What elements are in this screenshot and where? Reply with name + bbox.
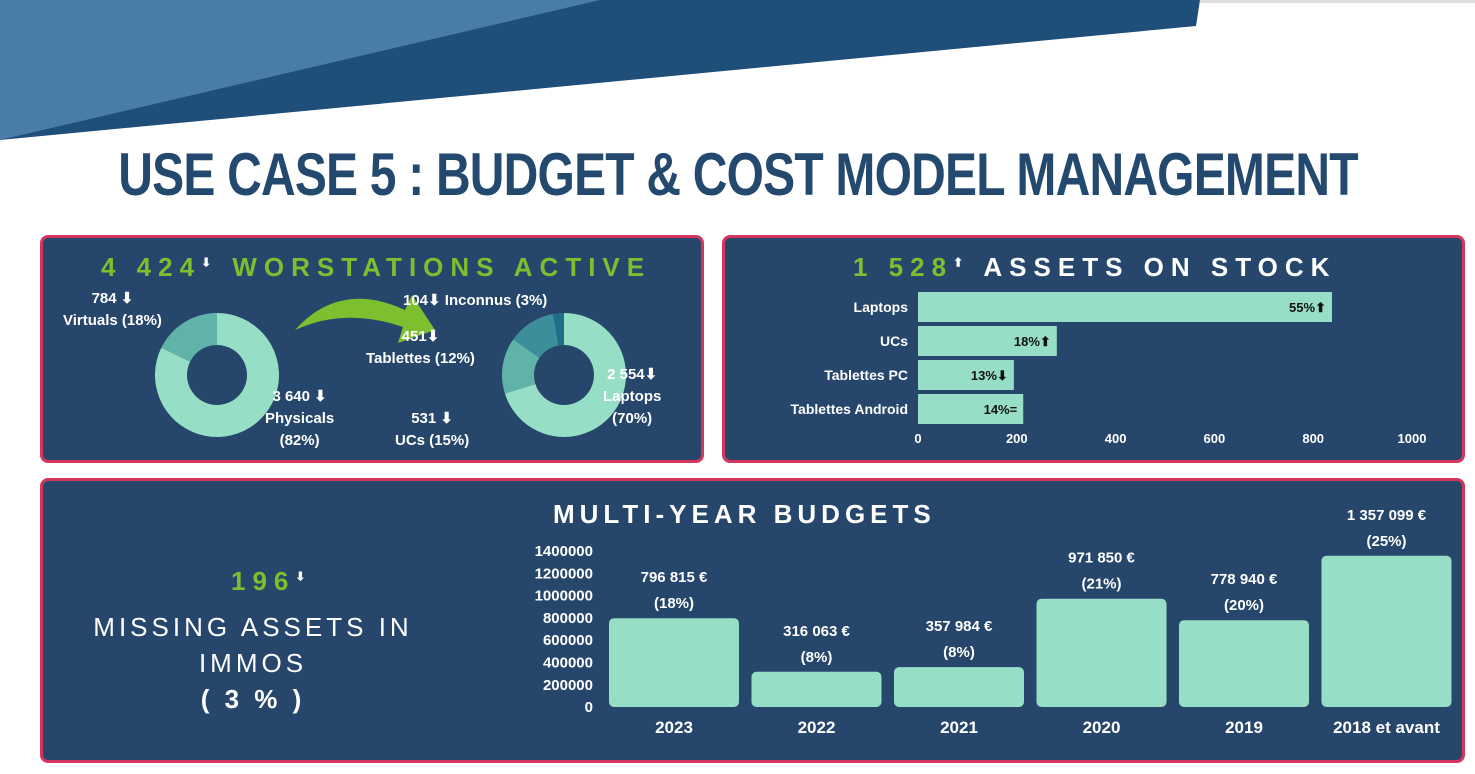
budget-value-label: 796 815 € [641,569,708,586]
y-tick-label: 1400000 [535,543,593,560]
donut-slice [161,313,217,362]
x-tick-label: 1000 [1398,431,1427,446]
x-tick-label: 0 [914,431,921,446]
missing-count: 196⬇ [231,566,313,596]
x-tick-label: 400 [1105,431,1127,446]
budget-value-label: 778 940 € [1211,571,1278,588]
budget-pct-label: (18%) [654,595,694,612]
budget-category-label: 2023 [655,718,693,737]
x-tick-label: 800 [1302,431,1324,446]
donut-slice [552,313,564,346]
y-tick-label: 1200000 [535,565,593,582]
stock-category-label: Tablettes PC [824,367,908,383]
budget-category-label: 2022 [798,718,836,737]
x-tick-label: 600 [1204,431,1226,446]
y-tick-label: 200000 [543,677,593,694]
workstations-panel: 4 424⬇ WORSTATIONS ACTIVE 784 ⬇ Virtuals … [40,235,704,463]
arrow-icon [295,295,435,343]
stock-category-label: Tablettes Android [791,401,908,417]
stock-category-label: Laptops [854,299,909,315]
workstations-title: 4 424⬇ WORSTATIONS ACTIVE [101,252,652,282]
budget-bar-chart: 1400000 1200000 1000000 800000 600000 400000 2… [535,507,1452,737]
stock-bar [918,292,1332,322]
budget-bar [609,618,739,707]
y-tick-label: 0 [585,699,593,716]
ucs-label: 531 ⬇ UCs (15%) [395,410,470,449]
budget-title: MULTI-YEAR BUDGETS [553,499,936,529]
tablettes-label: 451⬇ Tablettes (12%) [366,328,475,367]
budget-bar [1036,598,1167,707]
virtuals-label: 784 ⬇ Virtuals (18%) [63,290,162,329]
y-tick-label: 1000000 [535,588,593,605]
missing-label: MISSING ASSETS IN IMMOS( 3 % ) [93,612,413,714]
stock-category-label: UCs [880,333,908,349]
stock-value-label: 55%⬆ [1289,300,1326,315]
left-donut [154,313,279,437]
budget-pct-label: (21%) [1081,576,1121,593]
header-banner [0,0,1475,140]
budget-category-label: 2018 et avant [1333,718,1440,737]
budget-bar [894,667,1024,707]
budget-bar [1179,620,1309,707]
y-tick-label: 400000 [543,655,593,672]
budget-value-label: 316 063 € [783,623,850,640]
budget-value-label: 1 357 099 € [1347,507,1427,524]
budget-pct-label: (8%) [943,644,975,661]
stock-value-label: 13%⬇ [971,368,1008,383]
laptops-label: 2 554⬇ Laptops (70%) [603,366,662,427]
y-tick-label: 600000 [543,632,593,649]
donut-charts [154,295,626,437]
budget-bar [1321,555,1452,707]
budget-panel: 196⬇ MISSING ASSETS IN IMMOS( 3 % ) MULTI… [40,478,1465,763]
inconnus-label: 104⬇ Inconnus (3%) [403,292,548,309]
donut-slice [504,313,626,437]
budget-category-label: 2019 [1225,718,1263,737]
stock-value-label: 14%= [984,402,1018,417]
stock-title: 1 528⬆ ASSETS ON STOCK [853,252,1337,282]
budget-value-label: 971 850 € [1068,550,1135,567]
budget-pct-label: (25%) [1366,533,1406,550]
x-tick-label: 200 [1006,431,1028,446]
budget-pct-label: (8%) [801,649,833,666]
budget-value-label: 357 984 € [926,618,993,635]
y-tick-label: 800000 [543,610,593,627]
donut-slice [502,339,540,394]
stock-value-label: 18%⬆ [1014,334,1051,349]
budget-pct-label: (20%) [1224,597,1264,614]
page-title: USE CASE 5 : BUDGET & COST MODEL MANAGEM… [117,141,1358,208]
stock-bar [918,326,1057,356]
right-donut [502,313,626,437]
donut-slice [154,313,279,437]
physicals-label: 3 640 ⬇ Physicals (82%) [265,388,335,449]
stock-bar-chart: Laptops 55%⬆ UCs 18%⬆ Tablettes PC 13%⬇ Tablet… [791,292,1427,446]
stock-panel: 1 528⬆ ASSETS ON STOCK Laptops 55%⬆ UCs 18%… [722,235,1465,463]
budget-category-label: 2021 [940,718,978,737]
donut-slice [513,313,559,358]
stock-bar [918,394,1024,424]
budget-bar [751,671,882,707]
stock-bar [918,360,1014,390]
budget-category-label: 2020 [1083,718,1121,737]
